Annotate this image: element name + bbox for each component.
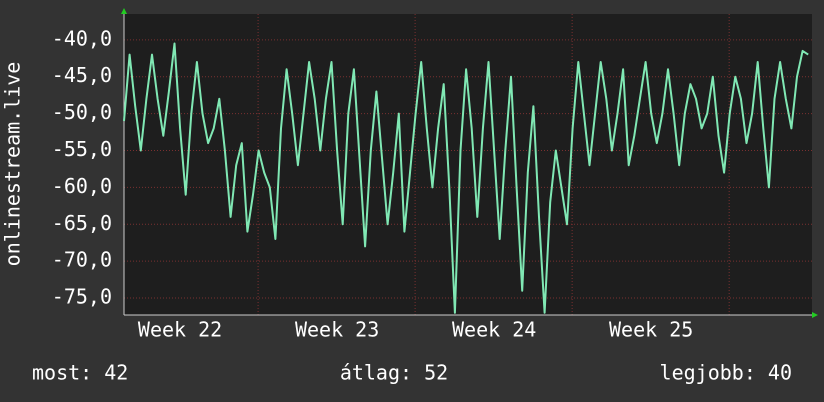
y-tick-label: -70,0 — [52, 248, 112, 272]
footer-stat: legjobb: 40 — [660, 361, 792, 385]
x-tick-label: Week 24 — [452, 318, 536, 342]
y-tick-label: -50,0 — [52, 100, 112, 124]
y-tick-label: -65,0 — [52, 211, 112, 235]
axis-arrow — [121, 8, 127, 14]
footer-stat: most: 42 — [32, 361, 128, 385]
x-tick-label: Week 25 — [609, 318, 693, 342]
data-line — [123, 42, 809, 314]
y-tick-label: -40,0 — [52, 26, 112, 50]
x-tick-label: Week 22 — [138, 318, 222, 342]
x-tick-label: Week 23 — [295, 318, 379, 342]
y-tick-label: -45,0 — [52, 63, 112, 87]
footer-stat: átlag: 52 — [340, 361, 448, 385]
plot-area — [124, 14, 812, 315]
axis-arrow — [812, 312, 818, 318]
y-tick-label: -55,0 — [52, 137, 112, 161]
y-tick-label: -75,0 — [52, 285, 112, 309]
y-tick-label: -60,0 — [52, 174, 112, 198]
y-axis-label: onlinestream.live — [1, 62, 25, 267]
